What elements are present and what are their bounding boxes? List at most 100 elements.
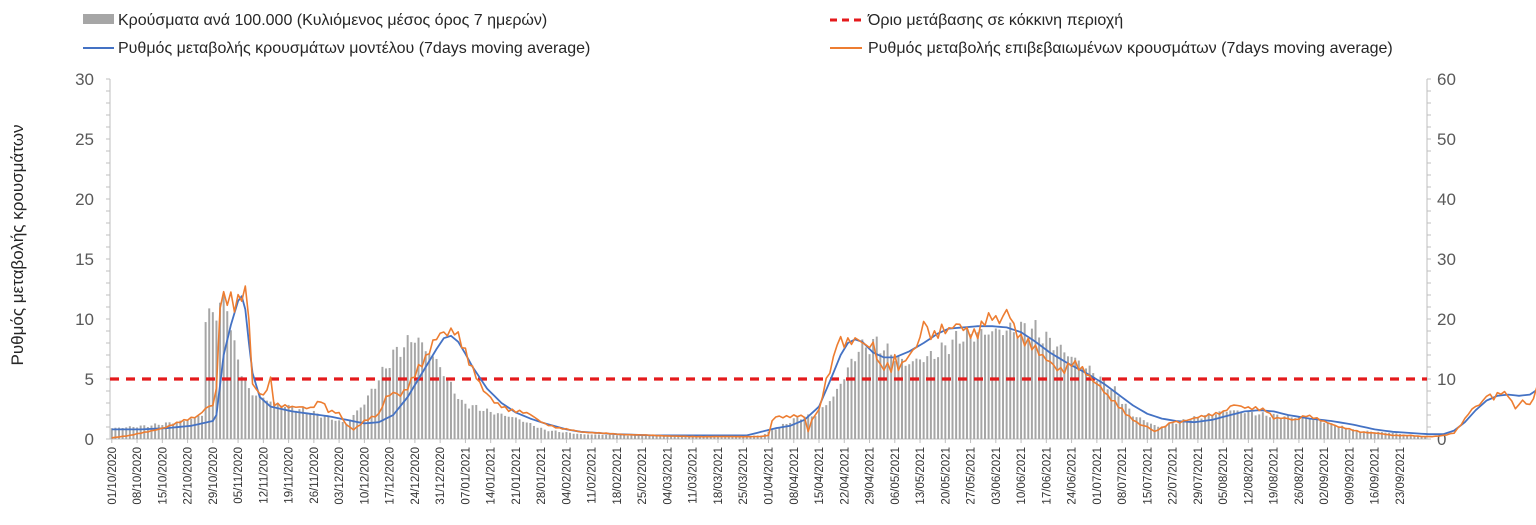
bar: [114, 427, 117, 439]
y-tick-label-right: 0: [1437, 430, 1446, 449]
bar: [1305, 418, 1308, 439]
y-tick-label-right: 50: [1437, 130, 1456, 149]
bar: [680, 436, 683, 439]
bar: [1258, 414, 1261, 439]
bar: [825, 405, 828, 439]
x-tick-label: 15/07/2021: [1142, 447, 1154, 505]
bar: [1182, 419, 1185, 439]
bar: [1279, 418, 1282, 439]
x-tick-label: 17/06/2021: [1041, 447, 1053, 505]
x-tick-label: 04/03/2021: [662, 447, 674, 505]
x-tick-label: 17/12/2020: [385, 447, 397, 505]
bar: [1236, 410, 1239, 439]
bar: [561, 432, 564, 439]
x-tick-label: 11/03/2021: [688, 447, 700, 504]
bar: [951, 339, 954, 439]
bar: [1380, 432, 1383, 439]
bar: [1027, 338, 1030, 439]
bar: [789, 422, 792, 439]
bar: [965, 327, 968, 439]
plot-area: 0 5 10 15 20 25 30 0 10 20 30 40 50 60 01/10/2020 08/10…: [75, 70, 1536, 505]
bar: [291, 406, 294, 439]
bar: [1243, 413, 1246, 439]
bar: [1395, 433, 1398, 439]
bar: [1135, 417, 1138, 439]
bar: [973, 341, 976, 439]
bar: [460, 399, 463, 439]
bar: [843, 379, 846, 439]
bar: [991, 331, 994, 439]
bar: [590, 434, 593, 439]
x-tick-label: 01/10/2020: [107, 447, 119, 505]
bar: [608, 434, 611, 439]
x-tick-label: 12/08/2021: [1243, 447, 1255, 505]
bar: [987, 334, 990, 439]
bar: [785, 424, 788, 439]
bar: [857, 351, 860, 439]
bar: [269, 401, 272, 439]
bar: [1222, 411, 1225, 439]
bar: [233, 340, 236, 439]
bar: [525, 422, 528, 439]
bar: [846, 367, 849, 439]
bar: [1168, 423, 1170, 439]
bar: [428, 354, 431, 439]
bar: [323, 416, 326, 439]
bar: [702, 436, 705, 439]
x-tick-label: 06/05/2021: [890, 447, 902, 505]
bar: [471, 405, 474, 439]
bar: [518, 419, 521, 439]
bar: [1366, 430, 1369, 439]
bar: [1207, 413, 1210, 439]
x-tick-label: 11/02/2021: [587, 447, 599, 504]
bar: [926, 356, 929, 439]
bar: [1211, 415, 1214, 439]
bar: [947, 354, 950, 439]
x-tick-labels: 01/10/2020 08/10/2020 15/10/2020 22/10/2020…: [107, 439, 1407, 505]
bar: [839, 383, 842, 439]
bar: [276, 403, 279, 439]
bar: [1103, 377, 1106, 439]
x-tick-label: 26/08/2021: [1294, 447, 1306, 505]
bar: [132, 426, 135, 439]
bar: [363, 404, 366, 439]
bar: [1149, 423, 1152, 439]
bar: [1023, 323, 1026, 439]
bar: [435, 358, 438, 439]
bar: [937, 357, 940, 439]
bar: [1341, 425, 1344, 439]
bar: [1225, 411, 1228, 439]
x-tick-label: 09/09/2021: [1344, 447, 1356, 505]
bar: [1359, 431, 1362, 439]
x-tick-label: 10/12/2020: [359, 447, 371, 505]
bar: [659, 435, 662, 439]
bar: [850, 358, 853, 439]
bar: [1283, 416, 1286, 439]
bar: [1326, 422, 1329, 439]
x-tick-label: 08/07/2021: [1117, 447, 1129, 505]
x-tick-label: 03/06/2021: [991, 447, 1003, 505]
bar: [1099, 376, 1102, 439]
bar: [1113, 386, 1116, 439]
bar: [1092, 373, 1095, 439]
bar: [1344, 427, 1347, 439]
x-tick-label: 27/05/2021: [966, 447, 978, 505]
bar: [154, 423, 157, 439]
model-line: [111, 295, 1536, 437]
bar: [673, 436, 676, 439]
bar: [1045, 331, 1048, 439]
bar: [543, 429, 546, 439]
bar: [453, 393, 456, 439]
x-tick-label: 29/04/2021: [865, 447, 877, 505]
bar: [666, 436, 669, 439]
bar: [424, 351, 427, 439]
bar: [1052, 350, 1055, 439]
bar: [623, 435, 626, 439]
bar: [500, 413, 503, 439]
bar: [482, 410, 485, 439]
bar: [1218, 411, 1221, 439]
x-tick-label: 26/11/2020: [309, 447, 321, 504]
bar: [330, 419, 333, 439]
x-tick-label: 18/03/2021: [713, 447, 725, 505]
bar: [1030, 328, 1033, 439]
